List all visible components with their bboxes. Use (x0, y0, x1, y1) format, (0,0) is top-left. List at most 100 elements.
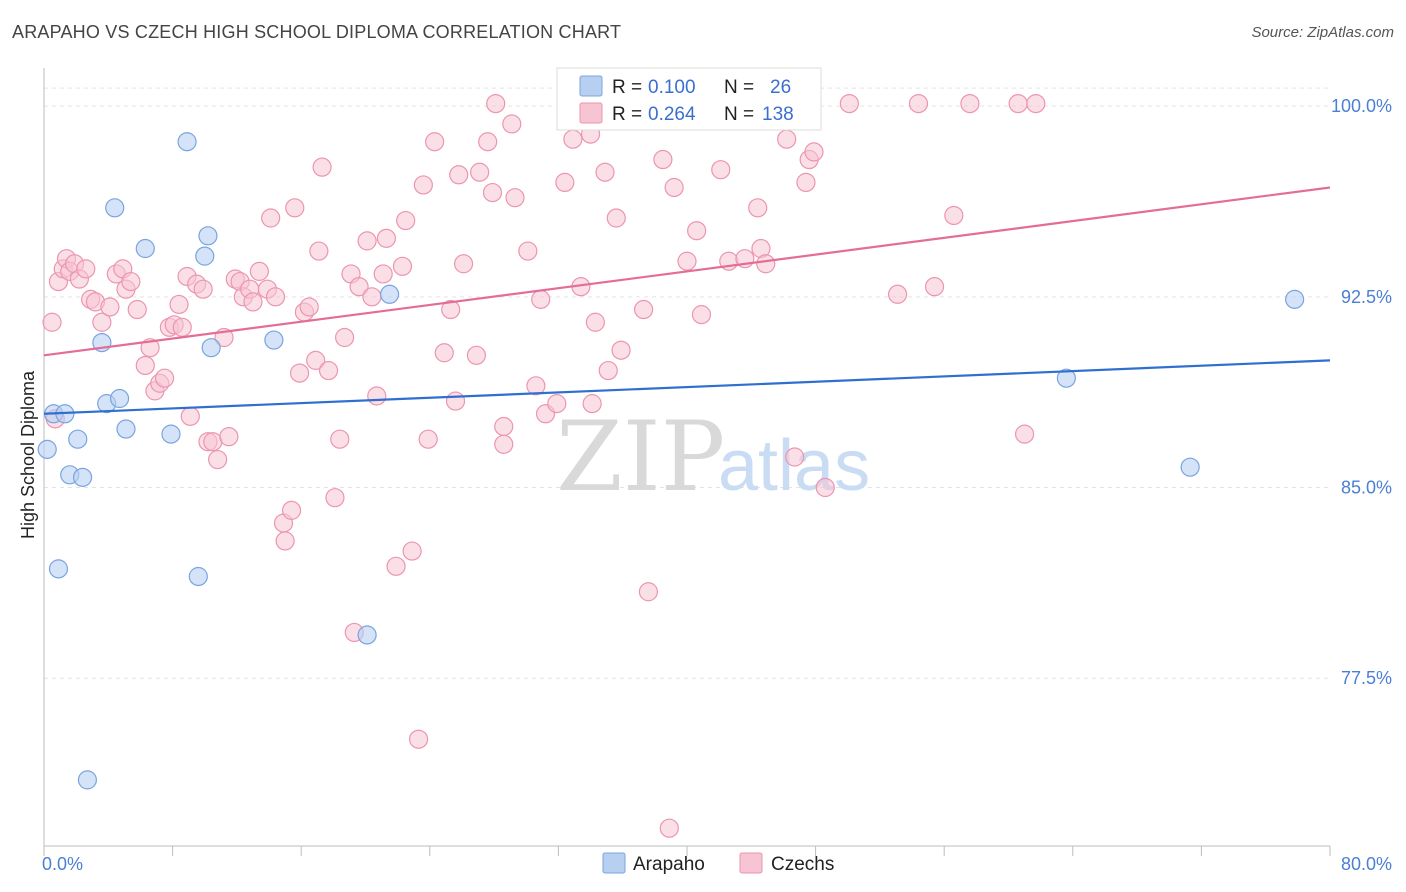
x-tick-label: 80.0% (1341, 854, 1392, 874)
czechs-point (611, 340, 631, 360)
czechs-point (121, 271, 141, 292)
czechs-point (777, 129, 797, 149)
czechs-point (505, 188, 525, 208)
czechs-point (376, 228, 396, 248)
czechs-point (502, 114, 522, 134)
czechs-point (135, 355, 155, 376)
czechs-point (711, 160, 731, 180)
czechs-point (478, 132, 498, 152)
czechs-point (434, 343, 454, 363)
arapaho-point (1285, 289, 1305, 309)
chart-title: ARAPAHO VS CZECH HIGH SCHOOL DIPLOMA COR… (12, 22, 622, 42)
czechs-point (482, 182, 503, 203)
bottom-legend-czechs-label: Czechs (771, 854, 834, 875)
czechs-point (924, 277, 945, 297)
bottom-legend-arapaho-label: Arapaho (633, 854, 705, 875)
czechs-point (555, 172, 575, 193)
czechs-point (633, 299, 654, 320)
trend-lines (43, 186, 1331, 415)
czechs-point (172, 317, 192, 337)
arapaho-point (105, 198, 125, 218)
czechs-point (318, 360, 339, 381)
czechs-point (653, 149, 673, 170)
czechs-point (312, 157, 332, 177)
czechs-point (127, 299, 147, 320)
czechs-point (518, 241, 538, 261)
czechs-point (815, 477, 835, 498)
czechs-points (42, 93, 1046, 838)
czechs-point (804, 142, 824, 162)
legend-czechs-r-label: R = (612, 104, 642, 125)
legend-arapaho-r-value: 0.100 (648, 77, 696, 98)
czechs-point (691, 305, 712, 325)
arapaho-point (195, 246, 215, 266)
czechs-point (887, 284, 908, 304)
legend-arapaho-swatch (579, 75, 603, 97)
czechs-point (908, 93, 929, 114)
arapaho-point (201, 338, 221, 358)
czechs-point (42, 312, 62, 332)
arapaho-point (380, 284, 400, 304)
czechs-point (402, 541, 422, 561)
gridlines (44, 87, 1330, 679)
czechs-point (418, 429, 438, 449)
arapaho-point (357, 625, 377, 645)
czechs-point (486, 93, 506, 114)
czechs-point (638, 582, 659, 602)
czechs-point (208, 449, 228, 470)
czechs-point (425, 132, 445, 152)
czechs-point (275, 531, 295, 551)
czechs-point (1008, 93, 1028, 114)
arapaho-point (109, 388, 130, 409)
czechs-point (494, 434, 514, 454)
czechs-point (349, 277, 369, 297)
czechs-point (335, 327, 355, 348)
czechs-point (362, 287, 382, 307)
czechs-point (413, 175, 433, 195)
source-label: Source: ZipAtlas.com (1251, 24, 1394, 41)
y-tick-label: 85.0% (1341, 478, 1392, 498)
czechs-point (180, 406, 200, 426)
czechs-point (585, 312, 605, 332)
czechs-point (76, 259, 96, 279)
czechs-point (796, 172, 816, 193)
arapaho-point (188, 566, 208, 587)
legend-czechs-swatch (579, 102, 603, 124)
czechs-point (606, 208, 626, 228)
legend-arapaho-r-label: R = (612, 77, 642, 98)
czechs-point (526, 376, 546, 396)
axis-ticks: 100.0% 92.5% 85.0% 77.5% 0.0% 80.0% (42, 96, 1392, 874)
czechs-point (285, 198, 305, 218)
czechs-point (203, 432, 223, 452)
czechs-trend-line (43, 186, 1331, 357)
czechs-point (595, 162, 615, 182)
czechs-point (563, 129, 583, 149)
czechs-point (261, 208, 281, 228)
czechs-point (154, 368, 175, 388)
legend-bottom: Arapaho Czechs (602, 852, 834, 875)
czechs-point (960, 93, 980, 114)
czechs-point (373, 264, 393, 284)
y-axis-label: High School Diploma (18, 370, 38, 539)
czechs-point (193, 279, 213, 299)
czechs-point (330, 429, 350, 449)
arapaho-trend-line (43, 359, 1331, 415)
y-tick-label: 92.5% (1341, 287, 1392, 307)
czechs-point (441, 299, 461, 320)
czechs-point (466, 345, 487, 365)
watermark-zip: ZIP (556, 401, 725, 513)
czechs-point (598, 360, 618, 381)
czechs-point (140, 338, 160, 358)
czechs-point (309, 241, 329, 261)
czechs-point (396, 210, 416, 231)
legend-arapaho-n-value: 26 (770, 77, 791, 98)
czechs-point (392, 256, 413, 276)
czechs-point (357, 231, 377, 251)
legend-arapaho-n-label: N = (724, 77, 754, 98)
czechs-point (756, 254, 776, 274)
czechs-point (785, 447, 805, 467)
czechs-point (289, 363, 310, 383)
czechs-point (1014, 424, 1035, 444)
